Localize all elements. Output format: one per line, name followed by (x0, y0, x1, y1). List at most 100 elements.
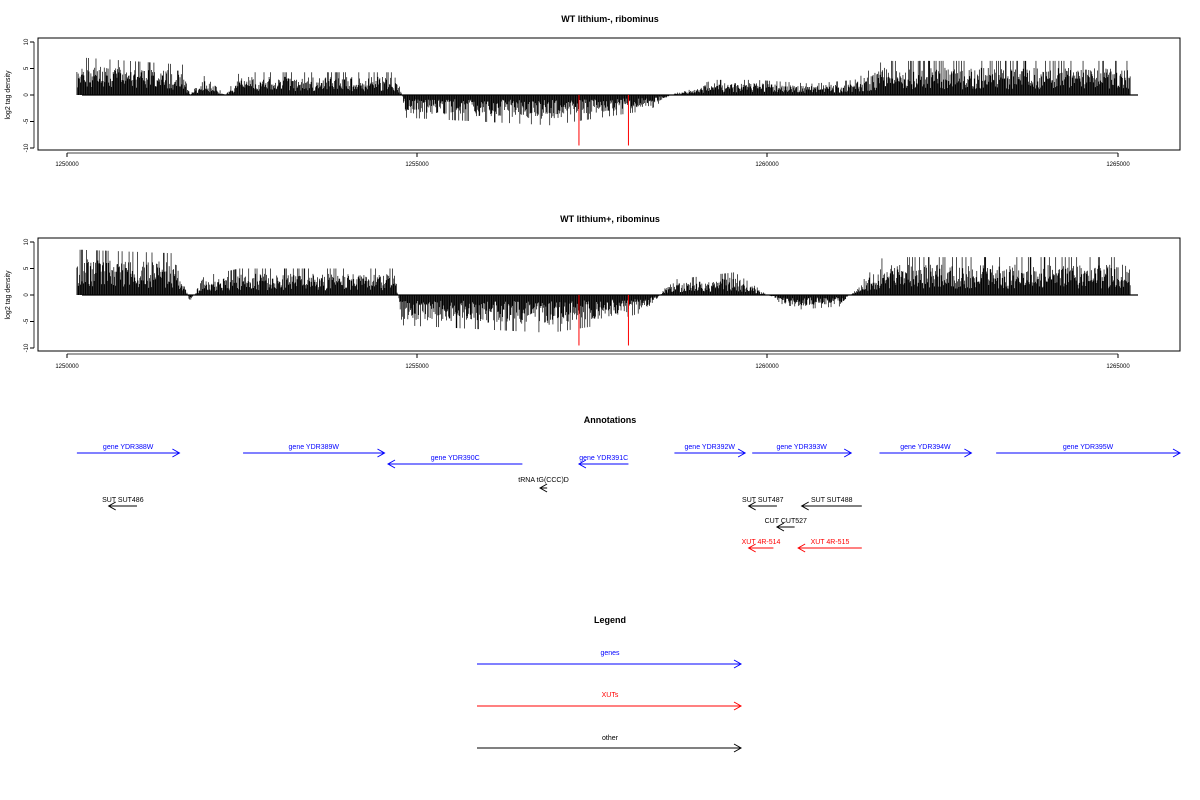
annotation-feature: SUT SUT486 (102, 497, 144, 511)
annotation-feature: tRNA tG(CCC)D (518, 477, 569, 493)
x-tick-label: 1260000 (755, 162, 779, 168)
y-tick: -10 (24, 343, 34, 352)
feature-label: gene YDR391C (579, 455, 628, 462)
annotation-feature: gene YDR394W (879, 444, 973, 458)
feature-label: tRNA tG(CCC)D (518, 477, 569, 484)
feature-label: SUT SUT487 (742, 497, 784, 504)
arrow-head-icon (843, 448, 853, 458)
feature-label: CUT CUT527 (765, 518, 807, 525)
x-tick-label: 1255000 (405, 162, 429, 168)
y-tick-label: 5 (24, 266, 30, 270)
arrow-head-icon (107, 501, 116, 511)
arrow-head-icon (733, 701, 743, 711)
feature-label: SUT SUT488 (811, 497, 853, 504)
feature-label: gene YDR394W (900, 444, 951, 451)
y-tick: 0 (24, 93, 34, 97)
y-tick-label: 0 (24, 93, 30, 97)
x-tick-label: 1250000 (55, 364, 79, 370)
y-tick-label: -5 (24, 118, 30, 124)
x-tick-label: 1265000 (1106, 162, 1130, 168)
y-tick-label: 10 (24, 38, 30, 45)
x-tick-label: 1265000 (1106, 364, 1130, 370)
legend-title: Legend (594, 615, 626, 625)
highlight-marks (578, 295, 629, 346)
annotation-feature: XUT 4R-514 (742, 539, 781, 553)
track-panel-lithium-minus: WT lithium-, ribominus 10 5 0 -5 -10 log… (5, 14, 1181, 168)
arrow-head-icon (377, 448, 386, 458)
feature-label: gene YDR393W (776, 444, 827, 451)
x-tick-label: 1260000 (755, 364, 779, 370)
feature-label: gene YDR392W (685, 444, 736, 451)
annotation-feature: gene YDR393W (752, 444, 853, 458)
y-axis: 10 5 0 -5 -10 log2 tag density (5, 238, 35, 352)
annotation-feature: XUT 4R-515 (797, 539, 862, 553)
arrow-head-icon (800, 501, 809, 511)
panel-title: WT lithium-, ribominus (561, 14, 659, 24)
arrow-head-icon (775, 522, 785, 532)
arrow-head-icon (733, 743, 743, 753)
plot-frame (37, 237, 1181, 352)
annotation-feature: gene YDR390C (387, 455, 523, 469)
feature-label: gene YDR390C (431, 455, 480, 462)
legend-item-xuts: XUTs (477, 692, 743, 711)
legend-item-other: other (477, 735, 743, 753)
x-axis: 1250000 1255000 1260000 1265000 (55, 353, 1130, 370)
plot-frame (37, 37, 1181, 151)
feature-label: gene YDR395W (1063, 444, 1114, 451)
arrow-head-icon (733, 659, 743, 669)
feature-label: gene YDR389W (289, 444, 340, 451)
x-tick: 1255000 (405, 354, 429, 370)
annotations-panel: Annotations gene YDR388W gene YDR389Wgene… (76, 415, 1182, 553)
y-tick: 5 (24, 266, 34, 270)
annotation-feature: SUT SUT488 (800, 497, 862, 511)
annotations-title: Annotations (584, 415, 637, 425)
legend-label: XUTs (602, 692, 619, 699)
y-axis-label: log2 tag density (5, 70, 12, 120)
annotation-feature: gene YDR388W (76, 444, 181, 458)
density-bars (76, 57, 1131, 126)
feature-label: XUT 4R-514 (742, 539, 781, 546)
x-tick: 1260000 (755, 153, 779, 168)
y-tick-label: -10 (24, 143, 30, 152)
legend-label: genes (600, 650, 620, 657)
annotation-feature: gene YDR395W (996, 444, 1182, 458)
x-tick-label: 1255000 (405, 364, 429, 370)
arrow-head-icon (172, 448, 181, 458)
arrow-head-icon (737, 448, 747, 458)
arrow-head-icon (539, 483, 548, 493)
y-tick: -10 (24, 143, 34, 152)
feature-label: gene YDR388W (103, 444, 154, 451)
annotation-feature: CUT CUT527 (765, 518, 807, 532)
annotation-feature: gene YDR391C (577, 455, 629, 469)
y-tick-label: -10 (24, 343, 30, 352)
y-tick-label: 0 (24, 293, 30, 297)
annotation-feature: gene YDR389W (243, 444, 386, 458)
arrow-head-icon (577, 459, 587, 469)
y-tick: 10 (24, 38, 34, 45)
y-tick: 5 (24, 66, 34, 70)
density-bars (76, 249, 1131, 333)
x-tick: 1255000 (405, 153, 429, 168)
annotation-feature: SUT SUT487 (742, 497, 784, 511)
y-tick-label: 10 (24, 238, 30, 245)
annotation-features: gene YDR388W gene YDR389W gene YDR390C gene… (76, 444, 1182, 553)
x-axis: 1250000 1255000 1260000 1265000 (55, 152, 1130, 168)
legend-item-genes: genes (477, 650, 743, 669)
x-tick: 1265000 (1106, 153, 1130, 168)
feature-label: SUT SUT486 (102, 497, 144, 504)
track-panel-lithium-plus: WT lithium+, ribominus 10 5 0 -5 -10 log… (5, 214, 1181, 370)
x-tick: 1260000 (755, 354, 779, 370)
arrow-head-icon (387, 459, 396, 469)
y-tick: 0 (24, 293, 34, 297)
legend-label: other (602, 735, 619, 742)
y-axis-label: log2 tag density (5, 270, 12, 320)
y-tick-label: 5 (24, 66, 30, 70)
y-tick: 10 (24, 238, 34, 245)
annotation-feature: gene YDR392W (674, 444, 747, 458)
panel-title: WT lithium+, ribominus (560, 214, 660, 224)
legend: Legend genes XUTs other (477, 615, 743, 753)
x-tick: 1265000 (1106, 354, 1130, 370)
arrow-head-icon (964, 448, 973, 458)
arrow-head-icon (1172, 448, 1182, 458)
